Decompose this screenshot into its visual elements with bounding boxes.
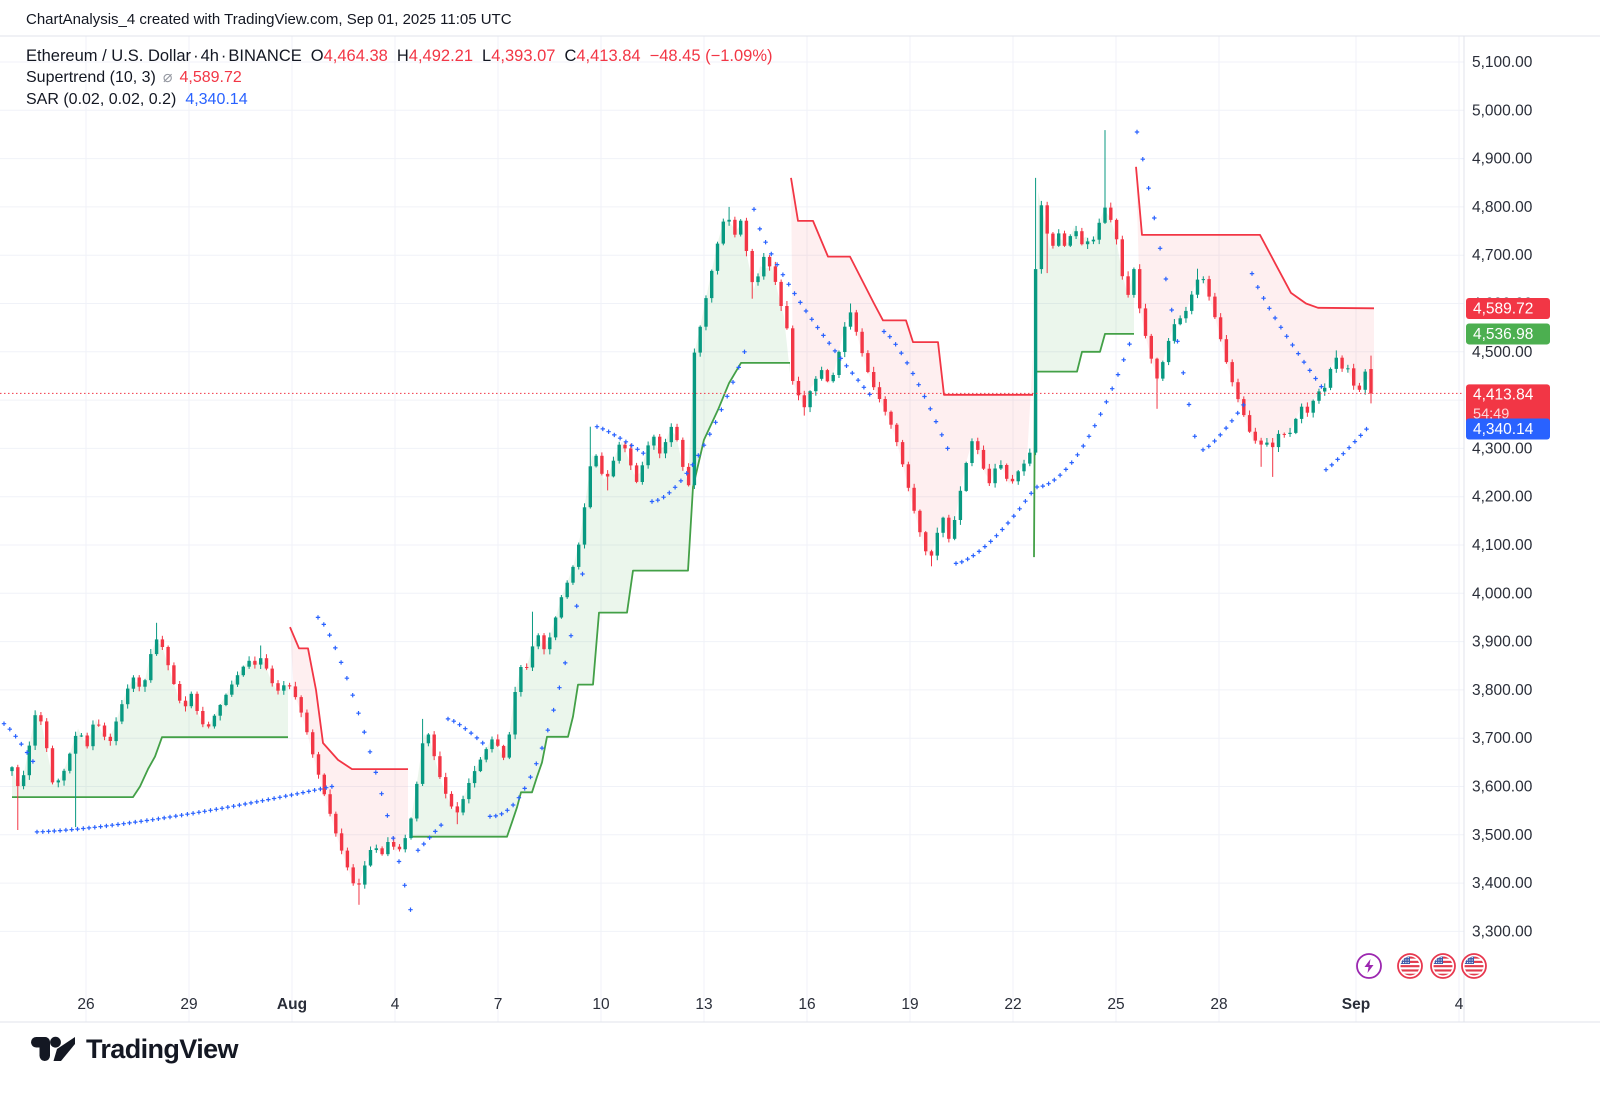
chart-legend: Ethereum / U.S. Dollar · 4h · BINANCE O4,464.… xyxy=(26,45,773,111)
open-value: 4,464.38 xyxy=(323,47,388,65)
close-key: C xyxy=(564,47,577,65)
svg-text:5,000.00: 5,000.00 xyxy=(1472,102,1533,119)
svg-text:Aug: Aug xyxy=(277,996,307,1013)
separator-dot: · xyxy=(193,47,199,65)
svg-text:29: 29 xyxy=(180,996,197,1013)
supertrend-up-line xyxy=(12,736,288,798)
sar-label[interactable]: SAR (0.02, 0.02, 0.2) xyxy=(26,91,177,108)
sar-layer xyxy=(1,129,1369,912)
symbol-row[interactable]: Ethereum / U.S. Dollar · 4h · BINANCE O4,464.… xyxy=(26,45,773,67)
average-symbol: ⌀ xyxy=(162,69,173,86)
svg-text:4,340.14: 4,340.14 xyxy=(1473,421,1534,438)
supertrend-price-badge: 4,589.72 xyxy=(1466,297,1550,319)
high-value: 4,492.21 xyxy=(408,47,474,65)
svg-text:54:49: 54:49 xyxy=(1473,406,1509,422)
close-value: 4,413.84 xyxy=(576,47,641,65)
svg-text:13: 13 xyxy=(695,996,712,1013)
us-flag-icon xyxy=(1400,956,1420,976)
supertrend-down-line xyxy=(1135,166,1375,310)
supertrend-down-line xyxy=(790,177,1033,396)
svg-text:4,300.00: 4,300.00 xyxy=(1472,440,1533,457)
svg-text:4: 4 xyxy=(391,996,400,1013)
us-economic-event-icon[interactable] xyxy=(1461,953,1487,979)
svg-text:4,900.00: 4,900.00 xyxy=(1472,151,1533,168)
svg-text:28: 28 xyxy=(1210,996,1227,1013)
svg-text:3,700.00: 3,700.00 xyxy=(1472,730,1533,747)
svg-text:22: 22 xyxy=(1004,996,1021,1013)
svg-text:4,800.00: 4,800.00 xyxy=(1472,199,1533,216)
candles-layer xyxy=(10,130,1373,905)
tradingview-logo[interactable]: TradingView xyxy=(30,1032,239,1066)
lightning-icon xyxy=(1364,959,1374,973)
svg-text:3,800.00: 3,800.00 xyxy=(1472,682,1533,699)
supertrend-legend-row[interactable]: Supertrend (10, 3) ⌀ 4,589.72 xyxy=(26,67,773,89)
us-economic-event-icon[interactable] xyxy=(1397,953,1423,979)
price-axis[interactable]: 3,300.00 3,400.00 3,500.00 3,600.00 3,700.00… xyxy=(1472,54,1533,940)
low-key: L xyxy=(482,47,492,65)
svg-text:3,400.00: 3,400.00 xyxy=(1472,875,1533,892)
svg-text:4,100.00: 4,100.00 xyxy=(1472,537,1533,554)
svg-text:4,200.00: 4,200.00 xyxy=(1472,489,1533,506)
interval-label[interactable]: 4h xyxy=(200,47,219,65)
last-price-badge: 4,413.84 54:49 xyxy=(1466,384,1550,425)
svg-text:3,500.00: 3,500.00 xyxy=(1472,827,1533,844)
svg-text:4,413.84: 4,413.84 xyxy=(1473,386,1534,403)
low-value: 4,393.07 xyxy=(491,47,556,65)
grid-layer xyxy=(0,36,1464,1022)
svg-text:25: 25 xyxy=(1107,996,1124,1013)
svg-text:10: 10 xyxy=(592,996,610,1013)
time-axis[interactable]: 26 29 Aug 4 7 10 13 16 19 22 25 28 Sep 4 xyxy=(77,996,1463,1013)
supertrend-up-price-badge: 4,536.98 xyxy=(1466,323,1550,345)
svg-text:3,900.00: 3,900.00 xyxy=(1472,634,1533,651)
svg-text:19: 19 xyxy=(901,996,918,1013)
supertrend-label[interactable]: Supertrend (10, 3) xyxy=(26,69,156,86)
us-flag-icon xyxy=(1433,956,1453,976)
symbol-title[interactable]: Ethereum / U.S. Dollar xyxy=(26,47,192,65)
us-economic-event-icon[interactable] xyxy=(1430,953,1456,979)
svg-text:7: 7 xyxy=(494,996,503,1013)
open-key: O xyxy=(310,47,324,65)
svg-text:16: 16 xyxy=(798,996,815,1013)
supertrend-down-line xyxy=(289,626,408,770)
svg-text:4: 4 xyxy=(1455,996,1464,1013)
sar-value: 4,340.14 xyxy=(185,91,248,108)
sar-price-badge: 4,340.14 xyxy=(1466,418,1550,440)
separator-dot: · xyxy=(220,47,227,65)
svg-text:4,000.00: 4,000.00 xyxy=(1472,585,1533,602)
price-badges: 4,589.72 4,536.98 4,413.84 54:494,340.14 xyxy=(1466,297,1550,440)
exchange-label: BINANCE xyxy=(228,47,302,65)
supertrend-value: 4,589.72 xyxy=(179,69,242,86)
svg-text:3,300.00: 3,300.00 xyxy=(1472,923,1533,940)
event-icons-row xyxy=(1356,953,1487,979)
svg-text:4,500.00: 4,500.00 xyxy=(1472,344,1533,361)
high-key: H xyxy=(396,47,409,65)
watermark-caption: ChartAnalysis_4 created with TradingView… xyxy=(26,11,512,28)
crypto-event-icon[interactable] xyxy=(1356,953,1382,979)
tradingview-wordmark: TradingView xyxy=(86,1033,239,1064)
svg-text:5,100.00: 5,100.00 xyxy=(1472,54,1533,71)
svg-text:4,589.72: 4,589.72 xyxy=(1473,300,1533,317)
svg-text:Sep: Sep xyxy=(1342,996,1370,1013)
change-value: −48.45 (−1.09%) xyxy=(649,47,773,65)
sar-legend-row[interactable]: SAR (0.02, 0.02, 0.2) 4,340.14 xyxy=(26,89,773,111)
svg-text:4,536.98: 4,536.98 xyxy=(1473,326,1533,343)
svg-text:3,600.00: 3,600.00 xyxy=(1472,779,1533,796)
tradingview-logo-mark xyxy=(31,1036,75,1061)
svg-text:4,700.00: 4,700.00 xyxy=(1472,247,1533,264)
svg-text:26: 26 xyxy=(77,996,94,1013)
